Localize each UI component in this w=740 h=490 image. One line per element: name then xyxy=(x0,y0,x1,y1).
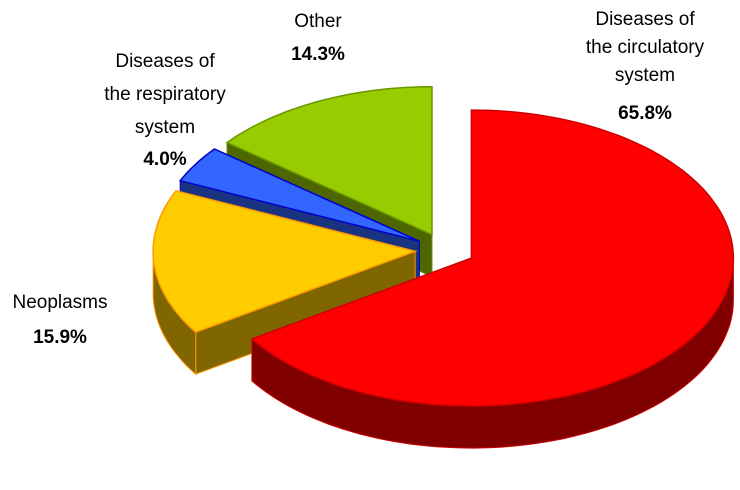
slice-top xyxy=(225,85,433,236)
slice-top xyxy=(250,109,735,407)
slice-value-label: 14.3% xyxy=(291,44,345,65)
slice xyxy=(152,189,418,376)
slice-value-label: 15.9% xyxy=(33,327,87,348)
slice-value-label: 65.8% xyxy=(618,103,672,124)
slice-label: Diseases of the circulatory system xyxy=(586,9,705,86)
slice-top xyxy=(178,148,420,242)
slice xyxy=(250,109,735,449)
slice-label: Other xyxy=(294,11,342,32)
slice-top xyxy=(152,189,418,334)
slice-label: Diseases of the respiratory system xyxy=(104,51,226,138)
slice-label: Neoplasms xyxy=(12,292,107,313)
slice-value-label: 4.0% xyxy=(143,149,186,170)
